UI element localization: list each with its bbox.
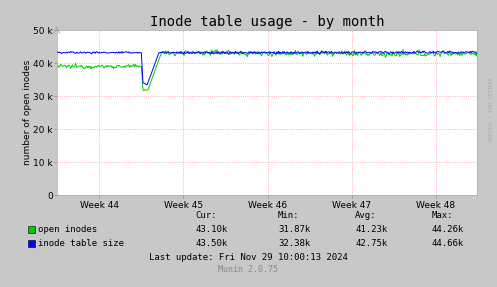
Text: 44.26k: 44.26k bbox=[432, 224, 464, 234]
Bar bbox=[28, 226, 35, 233]
Text: 43.10k: 43.10k bbox=[195, 224, 227, 234]
Text: 32.38k: 32.38k bbox=[278, 238, 310, 247]
Text: 41.23k: 41.23k bbox=[355, 224, 387, 234]
Text: Avg:: Avg: bbox=[355, 210, 377, 220]
Text: RRDTOOL / TOBI OETIKER: RRDTOOL / TOBI OETIKER bbox=[489, 77, 494, 141]
Text: 44.66k: 44.66k bbox=[432, 238, 464, 247]
Text: Last update: Fri Nov 29 10:00:13 2024: Last update: Fri Nov 29 10:00:13 2024 bbox=[149, 253, 347, 261]
Bar bbox=[28, 240, 35, 247]
Text: Cur:: Cur: bbox=[195, 210, 217, 220]
Text: Max:: Max: bbox=[432, 210, 453, 220]
Text: open inodes: open inodes bbox=[38, 224, 97, 234]
Text: Min:: Min: bbox=[278, 210, 300, 220]
Title: Inode table usage - by month: Inode table usage - by month bbox=[150, 15, 384, 29]
Y-axis label: number of open inodes: number of open inodes bbox=[23, 60, 32, 165]
Text: Munin 2.0.75: Munin 2.0.75 bbox=[218, 265, 278, 274]
Text: inode table size: inode table size bbox=[38, 238, 124, 247]
Text: 43.50k: 43.50k bbox=[195, 238, 227, 247]
Text: 42.75k: 42.75k bbox=[355, 238, 387, 247]
Text: 31.87k: 31.87k bbox=[278, 224, 310, 234]
